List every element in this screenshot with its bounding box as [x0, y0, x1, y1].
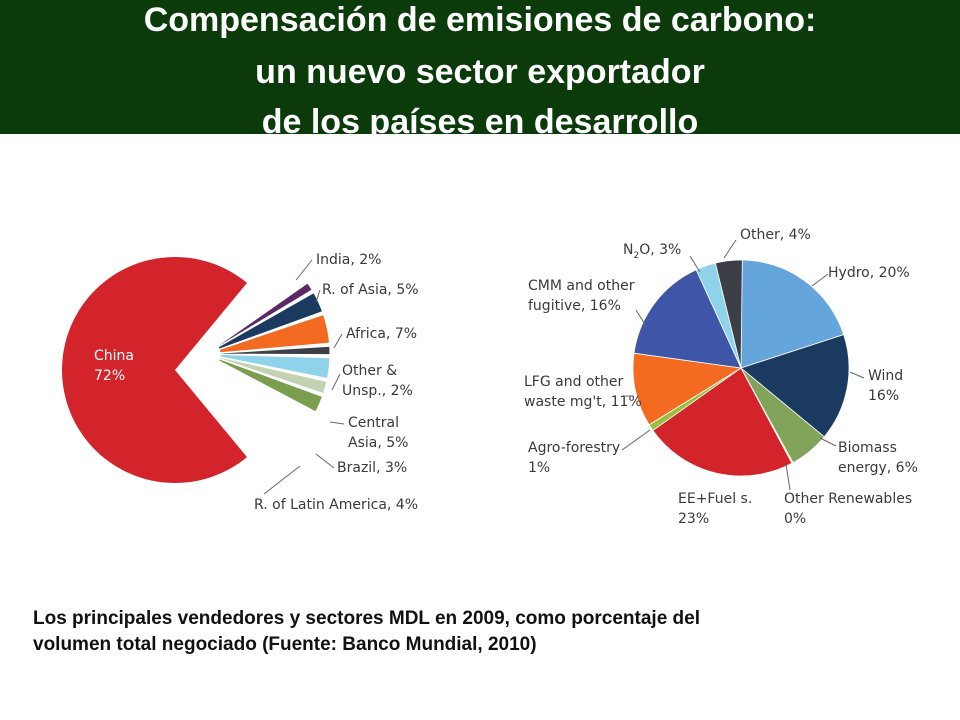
data-label-biomass-energy: Biomass energy, 6%	[838, 440, 918, 476]
leader-line-wind	[849, 371, 865, 379]
data-label-india: India, 2%	[316, 252, 381, 268]
leader-line-africa	[333, 333, 343, 349]
data-label-r-of-asia: R. of Asia, 5%	[322, 282, 419, 298]
sectors-labels: Hydro, 20% Wind 16% Biomass energy, 6% Other …	[524, 227, 918, 527]
caption-line-1: Los principales vendedores y sectores MD…	[33, 608, 701, 629]
leader-line-biomass-energy	[819, 437, 837, 447]
charts-area: China 72% India, 2% R. of Asia, 5% Africa, 7…	[62, 227, 918, 527]
caption-line-2: volumen total negociado (Fuente: Banco M…	[33, 634, 537, 655]
pie-slice-other-unsp	[219, 345, 331, 356]
leader-line-central-asia	[329, 421, 345, 425]
pie-slice-hydro	[740, 259, 845, 369]
title-line-1: Compensación de emisiones de carbono:	[143, 1, 817, 39]
data-label-central-asia: Central Asia, 5%	[348, 415, 408, 451]
pie-slice-africa	[218, 313, 331, 354]
leader-line-india	[295, 259, 313, 281]
pie-slice-brazil	[218, 356, 328, 395]
data-label-other-renewables: Other Renewables 0%	[784, 491, 912, 527]
data-label-africa: Africa, 7%	[346, 326, 417, 342]
pie-slice-china	[62, 257, 248, 484]
pie-slice-r-of-asia	[217, 291, 324, 350]
data-label-hydro: Hydro, 20%	[828, 265, 910, 281]
title-banner: Compensación de emisiones de carbono: un…	[0, 0, 960, 134]
data-label-china: China 72%	[94, 348, 134, 384]
pie-slice-other	[714, 259, 743, 369]
data-label-n2o: N2O, 3%	[623, 242, 681, 261]
pie-slice-wind	[740, 334, 850, 438]
pie-slice-ee-fuel-s	[652, 367, 793, 477]
leader-line-other-unsp	[331, 373, 341, 391]
sectors-pie-chart	[632, 259, 850, 477]
pie-slice-central-asia	[219, 353, 331, 380]
data-label-lfg-and-other-waste-mg-t: LFG and other waste mg't, 11%	[524, 374, 642, 410]
leader-line-r-of-asia	[315, 289, 321, 303]
pie-slice-r-of-latin-america	[217, 358, 324, 413]
data-label-agro-forestry: Agro-forestry 1%	[528, 440, 620, 476]
leader-line-n2o	[689, 255, 701, 273]
pie-slice-cmm-and-other-fugitive	[633, 269, 742, 369]
leader-line-agro-forestry	[621, 429, 651, 451]
data-label-brazil: Brazil, 3%	[337, 460, 407, 476]
data-label-ee-fuel-s: EE+Fuel s. 23%	[678, 491, 752, 527]
sellers-labels: China 72% India, 2% R. of Asia, 5% Africa, 7…	[94, 252, 419, 513]
data-label-wind: Wind 16%	[868, 368, 903, 404]
pie-slice-india	[216, 282, 313, 348]
title-line-2: un nuevo sector exportador	[255, 53, 705, 91]
leader-line-hydro	[811, 273, 829, 287]
data-label-other-unsp: Other & Unsp., 2%	[342, 363, 413, 399]
leader-line-other-renewables	[785, 463, 791, 491]
data-label-r-of-latin-america: R. of Latin America, 4%	[254, 497, 418, 513]
sellers-pie-chart	[62, 257, 331, 484]
leader-line-other	[723, 239, 737, 259]
leader-line-r-of-latin-america	[263, 465, 301, 495]
data-label-other: Other, 4%	[740, 227, 811, 243]
leader-line-cmm-and-other-fugitive	[635, 309, 647, 327]
data-label-cmm-and-other-fugitive: CMM and other fugitive, 16%	[528, 278, 635, 314]
leader-line-brazil	[315, 453, 335, 469]
figure-caption: Los principales vendedores y sectores MD…	[33, 606, 933, 658]
title-line-3: de los países en desarrollo	[261, 103, 699, 134]
pie-slice-lfg-and-other-waste-mg-t	[632, 352, 743, 426]
